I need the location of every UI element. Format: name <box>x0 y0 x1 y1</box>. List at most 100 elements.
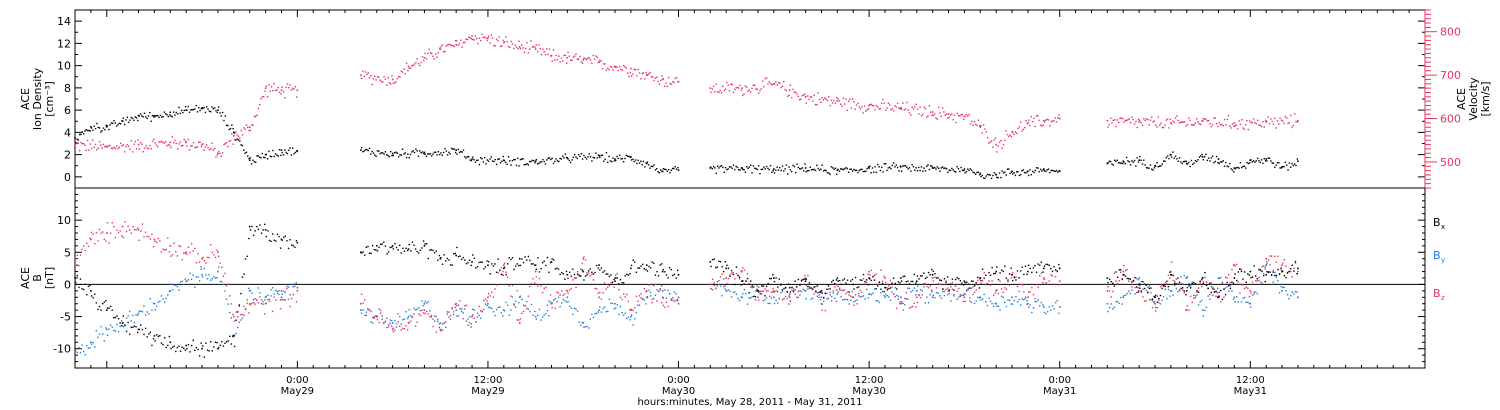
bz-sample <box>1048 280 1050 282</box>
bx-sample <box>854 276 857 279</box>
by-sample <box>665 297 668 299</box>
velocity-sample <box>573 55 576 57</box>
bz-sample <box>850 295 852 297</box>
velocity-sample <box>642 72 645 74</box>
ion-density-sample <box>1211 155 1214 157</box>
by-sample <box>1218 277 1220 280</box>
ion-density-sample <box>959 170 961 173</box>
bx-sample <box>794 280 796 282</box>
bx-sample <box>257 228 260 231</box>
ion-density-sample <box>117 123 119 126</box>
bz-sample <box>472 308 474 310</box>
bz-sample <box>248 312 250 314</box>
velocity-sample <box>1158 124 1161 126</box>
by-sample <box>90 343 93 345</box>
bx-sample <box>478 261 480 264</box>
velocity-sample <box>1198 123 1201 125</box>
bx-sample <box>460 258 463 261</box>
ion-density-sample <box>736 166 739 169</box>
velocity-sample <box>427 52 429 54</box>
by-point <box>1217 277 1220 279</box>
ion-density-sample <box>857 171 859 174</box>
ion-density-sample <box>997 176 999 179</box>
bx-sample <box>210 341 212 343</box>
ion-density-axis-label: ACE Ion Density [cm⁻³] <box>19 67 56 130</box>
bz-sample <box>670 299 672 301</box>
velocity-sample <box>584 58 586 60</box>
ion-density-sample <box>82 132 85 135</box>
ion-density-sample <box>600 154 602 157</box>
ion-density-sample <box>895 164 897 166</box>
x-tick-time-label: 12:00 <box>474 375 503 386</box>
bz-sample <box>789 300 792 302</box>
by-sample <box>729 290 731 292</box>
bz-sample <box>1156 295 1158 297</box>
bx-point <box>1154 296 1156 299</box>
velocity-sample <box>1246 120 1248 122</box>
bx-sample <box>152 338 155 340</box>
by-sample <box>392 327 395 329</box>
velocity-sample <box>1194 122 1197 124</box>
bx-sample <box>1027 264 1030 266</box>
bz-sample <box>1159 285 1162 288</box>
ion-density-sample <box>621 157 624 160</box>
bx-sample <box>133 325 136 327</box>
ion-density-sample <box>748 166 751 168</box>
by-sample <box>403 318 406 320</box>
velocity-sample <box>268 84 270 86</box>
bx-sample <box>764 295 766 297</box>
bx-sample <box>1026 273 1028 276</box>
by-sample <box>711 288 714 291</box>
bz-sample <box>897 298 900 300</box>
velocity-sample <box>581 62 584 64</box>
ion-density-sample <box>468 156 470 158</box>
by-sample <box>1037 299 1039 301</box>
bx-sample <box>408 243 410 246</box>
ion-density-sample <box>1243 165 1246 167</box>
by-point <box>1265 264 1267 266</box>
bx-sample <box>988 271 990 274</box>
bx-sample <box>92 297 94 299</box>
velocity-sample <box>207 146 209 149</box>
velocity-sample <box>480 39 482 42</box>
bx-sample <box>1247 273 1249 275</box>
ion-density-sample <box>1170 156 1173 158</box>
velocity-point <box>137 143 140 146</box>
velocity-sample <box>1054 117 1056 119</box>
ion-density-sample <box>170 115 172 117</box>
ion-density-sample <box>1189 165 1191 168</box>
by-sample <box>379 312 382 314</box>
ion-density-sample <box>116 125 118 127</box>
ion-density-label-line-1: ACE <box>19 88 32 110</box>
bx-sample <box>859 279 861 281</box>
ion-density-sample <box>1274 166 1276 169</box>
velocity-sample <box>110 147 113 150</box>
bz-sample <box>805 284 807 287</box>
velocity-sample <box>626 72 629 74</box>
ion-density-series <box>74 104 1299 180</box>
velocity-sample <box>657 80 659 83</box>
bx-sample <box>79 278 82 280</box>
bz-sample <box>1054 275 1057 278</box>
ion-density-sample <box>719 165 721 168</box>
bx-sample <box>248 237 250 240</box>
ion-density-sample <box>399 153 401 156</box>
velocity-sample <box>838 100 841 102</box>
bz-point <box>280 296 283 299</box>
bz-sample <box>448 311 450 313</box>
bz-sample <box>985 284 987 286</box>
bx-sample <box>573 273 576 276</box>
bx-sample <box>1291 264 1293 266</box>
velocity-sample <box>1053 120 1055 122</box>
bx-point <box>661 270 664 273</box>
velocity-sample <box>885 109 887 111</box>
by-sample <box>260 299 263 301</box>
bx-sample <box>626 273 628 276</box>
by-sample <box>966 290 968 292</box>
bx-sample <box>919 275 922 277</box>
bz-sample <box>1188 309 1190 311</box>
velocity-sample <box>918 113 920 115</box>
ion-density-sample <box>564 153 567 155</box>
by-sample <box>527 308 530 311</box>
